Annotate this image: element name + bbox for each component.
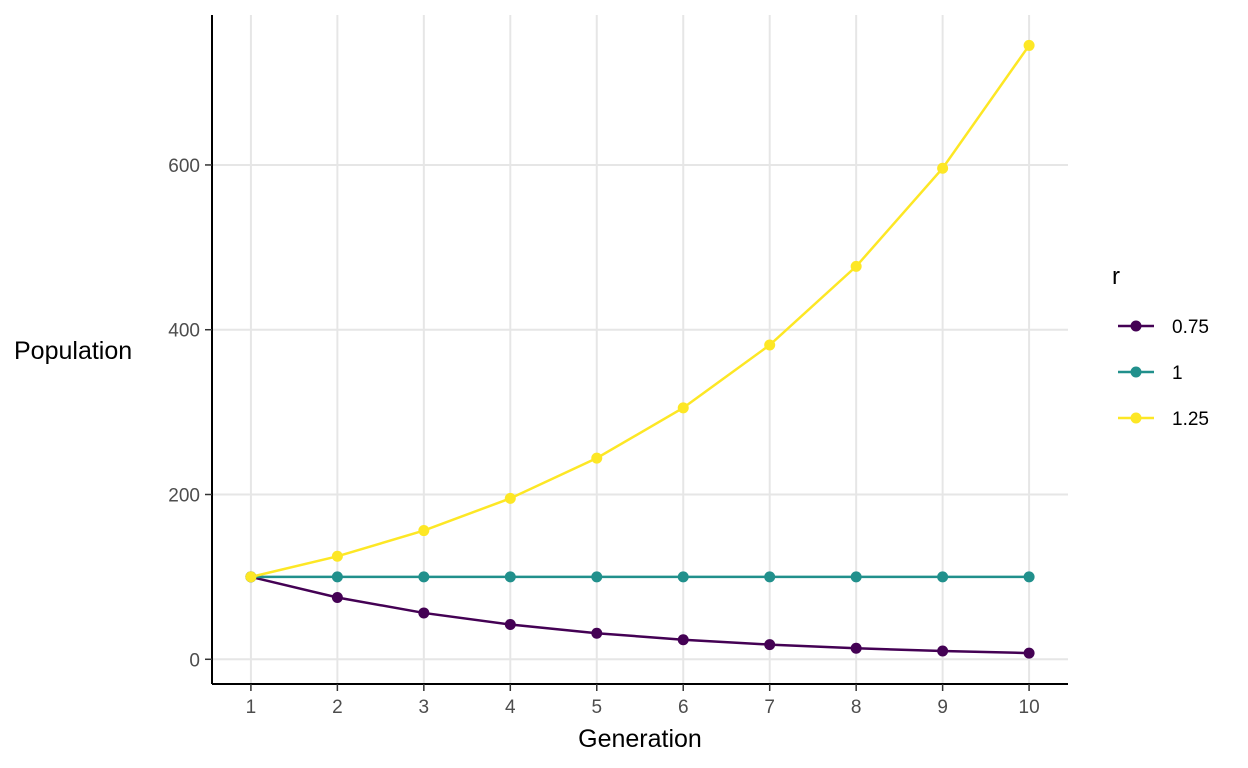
data-point: [418, 607, 430, 619]
data-point: [677, 571, 689, 583]
data-point: [504, 571, 516, 583]
data-point: [677, 634, 689, 646]
legend-title: r: [1112, 263, 1120, 290]
data-point: [331, 591, 343, 603]
data-point: [937, 645, 949, 657]
x-tick-label: 5: [591, 697, 602, 718]
x-tick-label: 4: [505, 697, 516, 718]
legend: r 0.75 1 1.25: [1112, 263, 1209, 430]
y-tick-label: 200: [168, 486, 200, 507]
grid: [212, 15, 1068, 684]
x-tick-label: 10: [1019, 697, 1040, 718]
legend-key-point: [1130, 366, 1142, 378]
series-1.25: [245, 39, 1035, 583]
legend-key-point: [1130, 320, 1142, 332]
data-point: [591, 452, 603, 464]
data-point: [418, 571, 430, 583]
legend-item: 1.25: [1118, 409, 1209, 430]
data-point: [850, 571, 862, 583]
data-point: [764, 571, 776, 583]
data-point: [591, 571, 603, 583]
data-point: [1023, 647, 1035, 659]
series-0.75: [245, 571, 1035, 659]
data-point: [764, 639, 776, 651]
y-tick-label: 600: [168, 156, 200, 177]
series-line: [250, 575, 1030, 655]
x-axis-title: Generation: [578, 725, 702, 753]
data-point: [504, 619, 516, 631]
y-tick-label: 400: [168, 321, 200, 342]
data-point: [1023, 39, 1035, 51]
series-line: [250, 44, 1031, 579]
legend-item: 1: [1118, 363, 1183, 384]
data-point: [937, 571, 949, 583]
data-point: [850, 642, 862, 654]
legend-label: 1.25: [1172, 409, 1209, 430]
data-point: [504, 492, 516, 504]
x-tick-label: 7: [764, 697, 775, 718]
data-point: [245, 571, 257, 583]
axes: [211, 15, 1068, 685]
x-tick-label: 3: [419, 697, 430, 718]
data-point: [937, 162, 949, 174]
data-point: [764, 339, 776, 351]
x-tick-label: 2: [332, 697, 343, 718]
data-point: [677, 402, 689, 414]
y-ticks: 0 200 400 600: [168, 156, 212, 671]
data-point: [331, 571, 343, 583]
x-tick-label: 8: [851, 697, 862, 718]
x-tick-label: 6: [678, 697, 689, 718]
legend-key-point: [1130, 412, 1142, 424]
data-point: [1023, 571, 1035, 583]
legend-item: 0.75: [1118, 317, 1209, 338]
series: [245, 39, 1035, 659]
y-tick-label: 0: [189, 650, 200, 671]
x-tick-label: 1: [246, 697, 257, 718]
legend-label: 1: [1172, 363, 1183, 384]
data-point: [331, 550, 343, 562]
series-1: [245, 571, 1035, 583]
y-axis-title: Population: [14, 337, 132, 365]
legend-label: 0.75: [1172, 317, 1209, 338]
x-tick-label: 9: [937, 697, 948, 718]
data-point: [591, 627, 603, 639]
data-point: [418, 525, 430, 537]
x-ticks: 1 2 3 4 5 6 7 8 9 10: [246, 684, 1040, 718]
data-point: [850, 260, 862, 272]
